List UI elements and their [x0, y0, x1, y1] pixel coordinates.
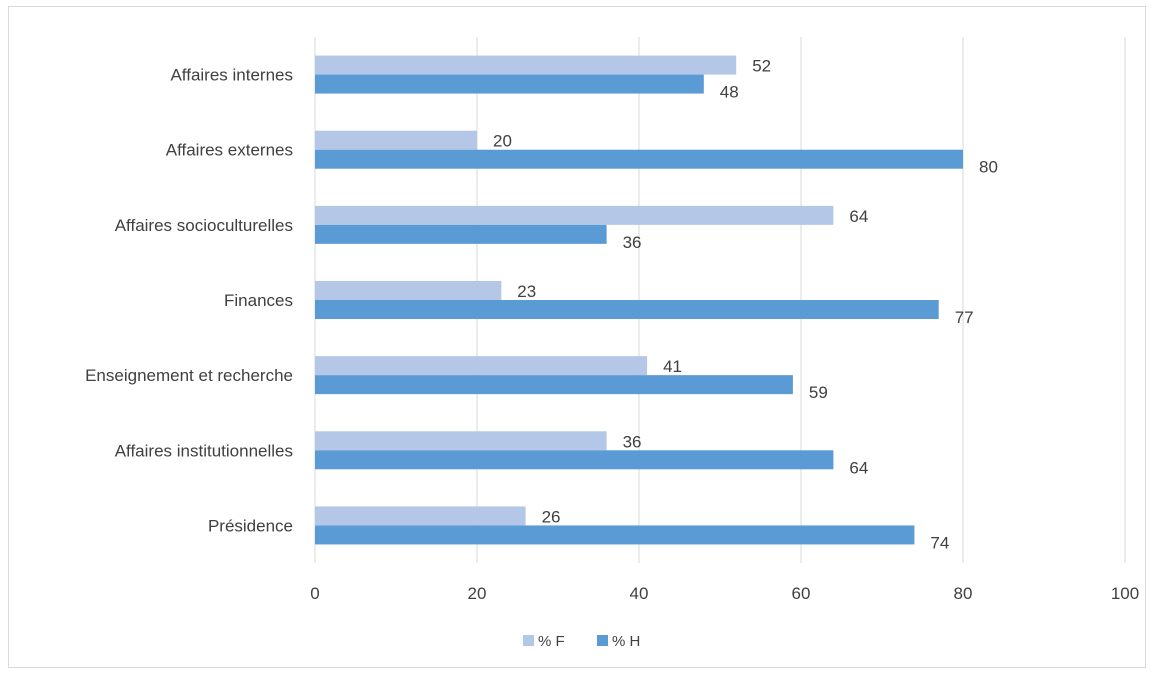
- data-label: 41: [663, 357, 682, 376]
- data-label: 59: [809, 383, 828, 402]
- category-label: Affaires internes: [170, 66, 293, 85]
- chart-frame: 52 48 20 80 64 36 23 77 41 59 36 64 26 74 Affaires in…: [8, 6, 1146, 668]
- category-label: Affaires externes: [166, 141, 293, 160]
- data-label: 48: [720, 83, 739, 102]
- bar: [315, 205, 834, 225]
- x-tick-label: 0: [310, 584, 319, 603]
- data-label: 36: [623, 233, 642, 252]
- data-label: 64: [849, 458, 868, 477]
- data-label: 36: [623, 432, 642, 451]
- legend-label: % F: [538, 633, 565, 650]
- data-label: 74: [930, 533, 949, 552]
- x-tick-label: 100: [1111, 584, 1139, 603]
- bar: [315, 506, 526, 526]
- bar: [315, 450, 834, 470]
- legend-swatch: [597, 635, 608, 646]
- data-label: 20: [493, 132, 512, 151]
- bar: [315, 281, 502, 300]
- bar: [315, 356, 648, 376]
- category-label: Affaires institutionnelles: [115, 441, 293, 460]
- legend-swatch: [523, 635, 534, 646]
- bar: [315, 55, 737, 75]
- bar: [315, 149, 963, 169]
- category-label: Enseignement et recherche: [85, 366, 293, 385]
- x-tick-label: 80: [954, 584, 973, 603]
- data-labels: 52 48 20 80 64 36 23 77 41 59 36 64 26 74: [493, 57, 998, 553]
- legend: % F % H: [523, 633, 640, 650]
- data-label: 64: [849, 207, 868, 226]
- data-label: 23: [517, 282, 536, 301]
- bar: [315, 74, 704, 94]
- category-label: Affaires socioculturelles: [115, 216, 293, 235]
- x-tick-label: 20: [468, 584, 487, 603]
- bar: [315, 431, 607, 451]
- bar: [315, 525, 915, 545]
- data-label: 52: [752, 57, 771, 76]
- x-tick-label: 60: [792, 584, 811, 603]
- bar: [315, 375, 793, 395]
- bar-chart: 52 48 20 80 64 36 23 77 41 59 36 64 26 74 Affaires in…: [85, 37, 1139, 650]
- category-label: Finances: [224, 291, 293, 310]
- data-label: 77: [955, 308, 974, 327]
- bars: [315, 55, 963, 545]
- legend-label: % H: [612, 633, 640, 650]
- data-label: 26: [542, 507, 561, 526]
- bar: [315, 224, 607, 244]
- data-label: 80: [979, 158, 998, 177]
- bar: [315, 130, 477, 150]
- bar: [315, 300, 939, 319]
- x-axis-tick-labels: 0 20 40 60 80 100: [310, 584, 1139, 603]
- category-label: Présidence: [208, 516, 293, 535]
- x-tick-label: 40: [630, 584, 649, 603]
- category-labels: Affaires internes Affaires externes Affair…: [85, 66, 293, 536]
